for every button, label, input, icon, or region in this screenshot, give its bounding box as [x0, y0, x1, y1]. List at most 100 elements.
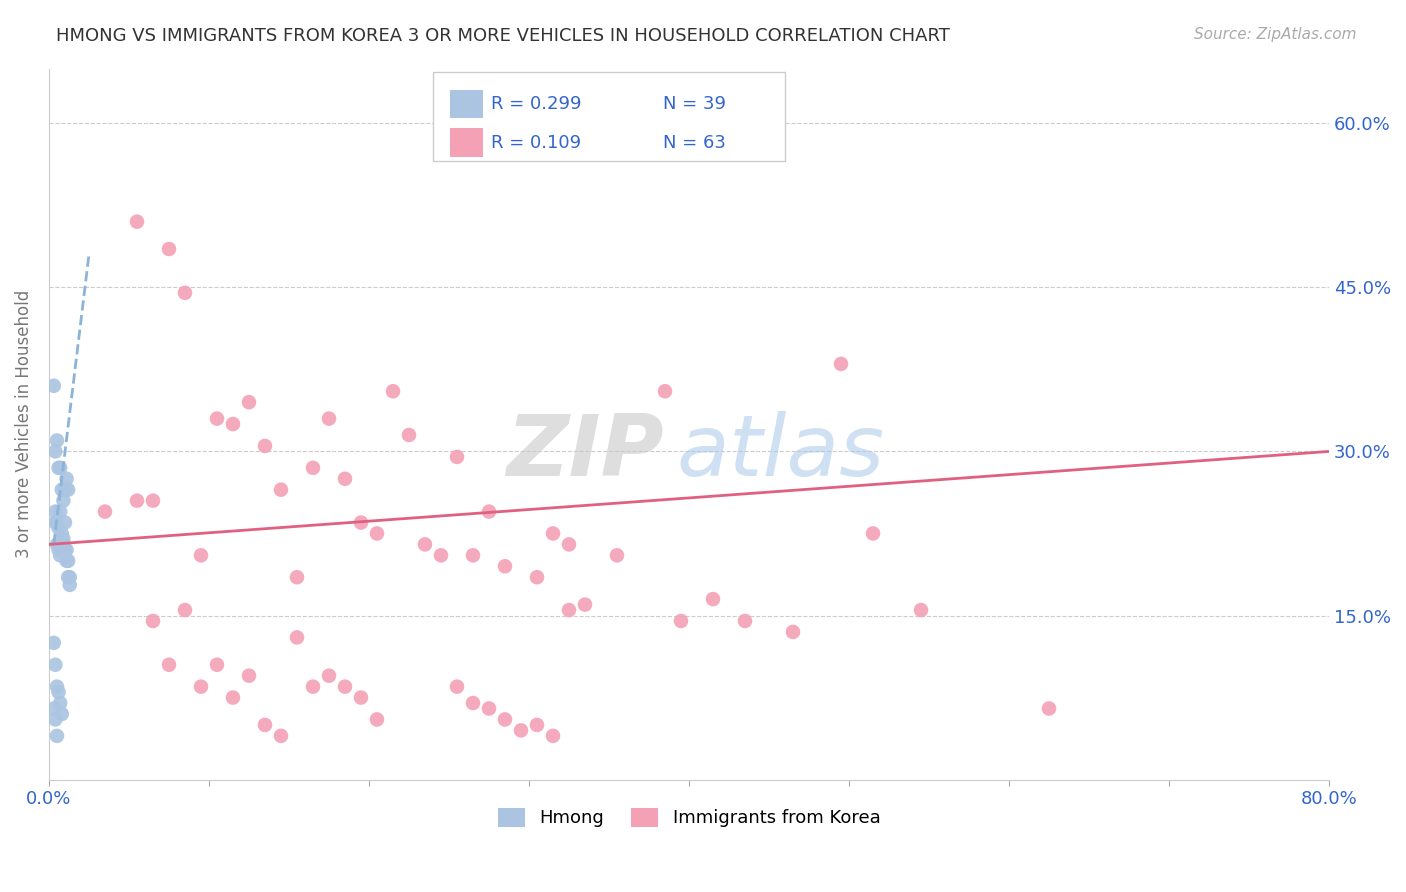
Point [55, 542, 77, 557]
Point [350, 690, 373, 705]
Point [53, 516, 76, 530]
Point [285, 570, 308, 584]
Point [318, 411, 340, 425]
Point [53, 542, 76, 557]
FancyBboxPatch shape [450, 128, 482, 157]
Point [55, 554, 77, 568]
Point [142, 493, 165, 508]
Point [55, 472, 77, 486]
Point [174, 603, 197, 617]
FancyBboxPatch shape [450, 90, 482, 119]
Point [52, 537, 75, 551]
Text: atlas: atlas [676, 411, 884, 494]
Point [48, 460, 70, 475]
Point [48, 521, 70, 535]
Point [285, 631, 308, 645]
Point [862, 526, 884, 541]
Point [174, 285, 197, 300]
Point [44, 713, 66, 727]
Point [398, 428, 420, 442]
Point [270, 483, 292, 497]
Point [1038, 701, 1060, 715]
Point [52, 493, 75, 508]
Point [53, 483, 76, 497]
Point [526, 718, 548, 732]
Point [446, 450, 468, 464]
Legend: Hmong, Immigrants from Korea: Hmong, Immigrants from Korea [491, 801, 887, 835]
Point [302, 460, 325, 475]
Point [350, 516, 373, 530]
Point [44, 657, 66, 672]
Point [333, 472, 356, 486]
Point [606, 549, 628, 563]
Point [541, 729, 564, 743]
Point [302, 680, 325, 694]
Point [558, 603, 581, 617]
Point [461, 549, 484, 563]
Point [494, 559, 516, 574]
Point [478, 701, 501, 715]
Point [574, 598, 596, 612]
Y-axis label: 3 or more Vehicles in Household: 3 or more Vehicles in Household [15, 290, 32, 558]
Point [541, 526, 564, 541]
Point [48, 685, 70, 699]
Point [94, 505, 117, 519]
Point [49, 696, 72, 710]
Point [478, 505, 501, 519]
Point [494, 713, 516, 727]
Text: N = 63: N = 63 [664, 134, 727, 152]
Point [46, 680, 69, 694]
Point [49, 505, 72, 519]
Point [366, 713, 388, 727]
Text: HMONG VS IMMIGRANTS FROM KOREA 3 OR MORE VEHICLES IN HOUSEHOLD CORRELATION CHART: HMONG VS IMMIGRANTS FROM KOREA 3 OR MORE… [56, 27, 950, 45]
Point [49, 460, 72, 475]
Point [56, 570, 79, 584]
Point [42, 636, 65, 650]
Point [157, 657, 180, 672]
Point [430, 549, 453, 563]
Point [366, 526, 388, 541]
Point [59, 570, 82, 584]
Point [190, 680, 212, 694]
Point [44, 505, 66, 519]
Point [205, 657, 228, 672]
Point [654, 384, 676, 399]
Point [46, 729, 69, 743]
Point [46, 434, 69, 448]
Point [56, 554, 79, 568]
Point [702, 592, 724, 607]
Point [51, 706, 73, 721]
Text: Source: ZipAtlas.com: Source: ZipAtlas.com [1194, 27, 1357, 42]
Point [830, 357, 852, 371]
Point [446, 680, 468, 694]
Point [461, 696, 484, 710]
Point [51, 483, 73, 497]
Point [558, 537, 581, 551]
Text: ZIP: ZIP [506, 411, 664, 494]
Point [205, 411, 228, 425]
Point [42, 378, 65, 392]
Point [910, 603, 932, 617]
Point [253, 718, 276, 732]
Point [51, 532, 73, 546]
Point [48, 542, 70, 557]
Point [782, 624, 804, 639]
Text: R = 0.109: R = 0.109 [491, 134, 581, 152]
Point [157, 242, 180, 256]
Point [510, 723, 533, 738]
Text: N = 39: N = 39 [664, 95, 727, 113]
Point [42, 701, 65, 715]
Point [222, 417, 245, 431]
Point [49, 549, 72, 563]
Point [44, 444, 66, 458]
Point [238, 668, 260, 682]
Point [270, 729, 292, 743]
Point [190, 549, 212, 563]
Point [333, 680, 356, 694]
Point [52, 532, 75, 546]
Point [526, 570, 548, 584]
Point [734, 614, 756, 628]
Point [56, 483, 79, 497]
Point [382, 384, 405, 399]
Point [51, 526, 73, 541]
